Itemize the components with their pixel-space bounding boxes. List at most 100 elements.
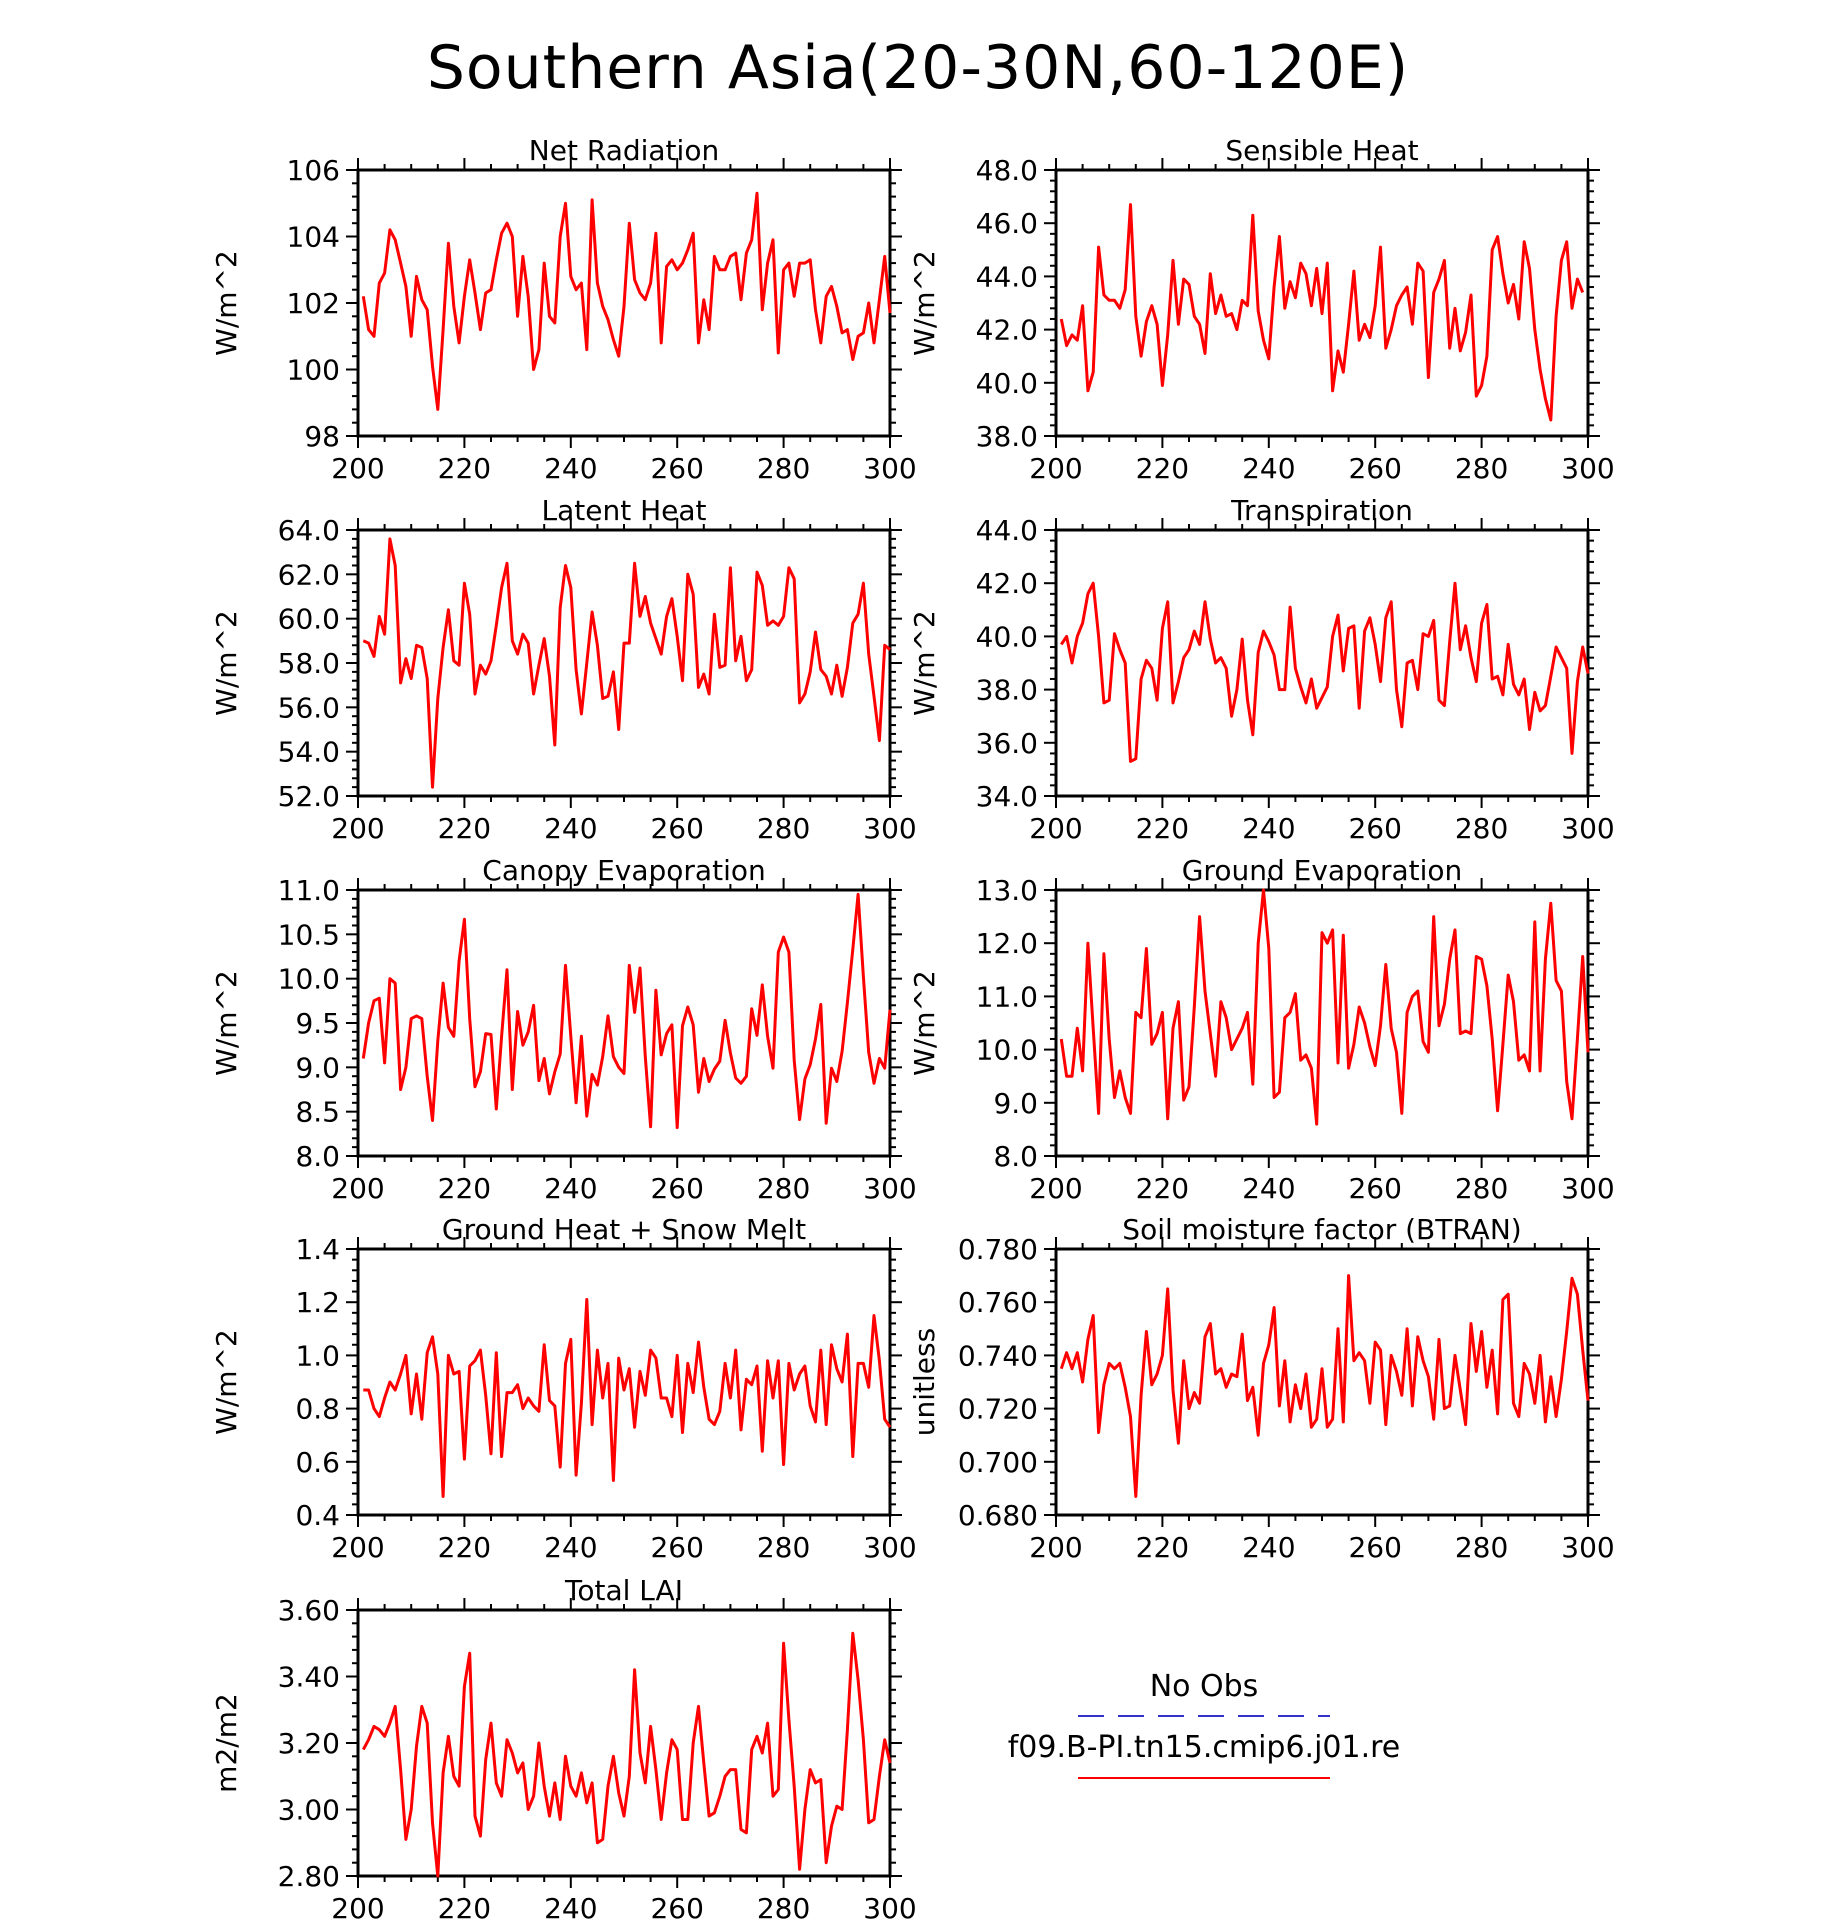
- x-tick-label: 280: [1455, 452, 1508, 485]
- y-tick-label: 10.0: [278, 963, 340, 996]
- x-tick-label: 240: [1242, 812, 1295, 845]
- y-axis-label: unitless: [908, 1328, 941, 1436]
- chart-panel: 200 220 240 260 280 300 52.0 54.0 56.0 58.0 60.0 62…: [210, 494, 917, 845]
- y-tick-label: 2.80: [278, 1860, 340, 1893]
- y-tick-label: 36.0: [976, 727, 1038, 760]
- x-tick-label: 260: [650, 812, 703, 845]
- plot-frame: [356, 1608, 892, 1878]
- y-tick-label: 34.0: [976, 780, 1038, 813]
- legend-obs-label: No Obs: [1150, 1669, 1259, 1704]
- x-tick-label: 300: [863, 452, 916, 485]
- y-tick-label: 52.0: [278, 780, 340, 813]
- y-tick-label: 58.0: [278, 647, 340, 680]
- series-line: [362, 537, 891, 789]
- plot-frame: [356, 888, 892, 1158]
- panel-title: Transpiration: [1230, 494, 1413, 527]
- legend: No Obs f09.B-PI.tn15.cmip6.j01.re: [1008, 1669, 1400, 1779]
- y-tick-label: 40.0: [976, 620, 1038, 653]
- x-tick-label: 280: [1455, 1172, 1508, 1205]
- y-tick-label: 38.0: [976, 674, 1038, 707]
- x-tick-label: 280: [757, 452, 810, 485]
- x-tick-label: 200: [331, 812, 384, 845]
- y-tick-label: 0.760: [958, 1286, 1038, 1319]
- y-tick-label: 0.700: [958, 1446, 1038, 1479]
- y-tick-label: 1.0: [295, 1339, 340, 1372]
- x-tick-label: 280: [757, 1892, 810, 1925]
- y-tick-label: 40.0: [976, 367, 1038, 400]
- x-tick-label: 200: [1029, 452, 1082, 485]
- y-tick-label: 3.60: [278, 1594, 340, 1627]
- x-tick-label: 200: [331, 1531, 384, 1564]
- x-tick-label: 200: [1029, 1172, 1082, 1205]
- x-tick-label: 240: [544, 1172, 597, 1205]
- y-tick-label: 106: [287, 154, 340, 187]
- y-tick-label: 48.0: [976, 154, 1038, 187]
- x-tick-label: 240: [544, 1892, 597, 1925]
- y-tick-label: 0.740: [958, 1339, 1038, 1372]
- x-tick-label: 280: [1455, 812, 1508, 845]
- x-tick-label: 220: [1136, 1172, 1189, 1205]
- chart-panel: 200 220 240 260 280 300 8.0 9.0 10.0 11.0 12.0 13.0…: [908, 854, 1615, 1205]
- chart-panel: 200 220 240 260 280 300 34.0 36.0 38.0 40.0 42.0 44…: [908, 494, 1615, 845]
- panel-title: Total LAI: [564, 1574, 683, 1607]
- x-tick-label: 300: [863, 812, 916, 845]
- x-tick-label: 240: [1242, 452, 1295, 485]
- y-axis-label: W/m^2: [210, 1329, 243, 1435]
- y-tick-label: 42.0: [976, 314, 1038, 347]
- x-tick-label: 260: [650, 1531, 703, 1564]
- series-line: [1059, 1274, 1590, 1498]
- x-tick-label: 240: [544, 812, 597, 845]
- panel-title: Ground Evaporation: [1182, 854, 1463, 887]
- series-line: [1059, 888, 1590, 1126]
- y-tick-label: 44.0: [976, 260, 1038, 293]
- y-tick-label: 56.0: [278, 691, 340, 724]
- y-tick-label: 44.0: [976, 514, 1038, 547]
- y-tick-label: 9.0: [295, 1051, 340, 1084]
- x-tick-label: 200: [331, 1892, 384, 1925]
- y-tick-label: 102: [287, 287, 340, 320]
- chart-panel: 200 220 240 260 280 300 0.4 0.6 0.8 1.0 1.2 1.4 Grou…: [210, 1213, 917, 1564]
- series-line: [361, 191, 892, 411]
- x-tick-label: 280: [757, 1172, 810, 1205]
- y-tick-label: 3.40: [278, 1661, 340, 1694]
- x-tick-label: 240: [544, 1531, 597, 1564]
- y-tick-label: 38.0: [976, 420, 1038, 453]
- series-line: [363, 1298, 892, 1498]
- y-tick-label: 46.0: [976, 207, 1038, 240]
- x-tick-label: 220: [438, 1892, 491, 1925]
- y-tick-label: 0.780: [958, 1233, 1038, 1266]
- x-tick-label: 300: [1561, 1172, 1614, 1205]
- x-tick-label: 220: [438, 1531, 491, 1564]
- main-title: Southern Asia(20-30N,60-120E): [427, 33, 1409, 103]
- x-tick-label: 220: [1136, 452, 1189, 485]
- y-tick-label: 10.0: [976, 1034, 1038, 1067]
- x-tick-label: 300: [863, 1892, 916, 1925]
- x-tick-label: 300: [1561, 812, 1614, 845]
- panels: 200 220 240 260 280 300 98 100 102 104 106 Net Radi…: [210, 134, 1615, 1925]
- y-tick-label: 9.5: [295, 1007, 340, 1040]
- panel-title: Net Radiation: [529, 134, 719, 167]
- chart-panel: 200 220 240 260 280 300 0.680 0.700 0.720 0.740 0.…: [908, 1213, 1615, 1564]
- x-tick-label: 260: [650, 1892, 703, 1925]
- y-tick-label: 13.0: [976, 874, 1038, 907]
- chart-panel: 200 220 240 260 280 300 98 100 102 104 106 Net Radi…: [210, 134, 917, 485]
- y-tick-label: 1.2: [295, 1286, 340, 1319]
- y-tick-label: 12.0: [976, 927, 1038, 960]
- x-tick-label: 200: [331, 452, 384, 485]
- x-tick-label: 200: [331, 1172, 384, 1205]
- y-tick-label: 42.0: [976, 567, 1038, 600]
- x-tick-label: 220: [438, 1172, 491, 1205]
- y-tick-label: 0.680: [958, 1499, 1038, 1532]
- chart-panel: 200 220 240 260 280 300 8.0 8.5 9.0 9.5 10.0 10.5 11…: [210, 854, 917, 1205]
- panel-title: Ground Heat + Snow Melt: [442, 1213, 806, 1246]
- y-axis-label: W/m^2: [210, 970, 243, 1076]
- chart-panel: 200 220 240 260 280 300 2.80 3.00 3.20 3.40 3.60 To…: [210, 1574, 917, 1925]
- x-tick-label: 240: [1242, 1531, 1295, 1564]
- y-tick-label: 62.0: [278, 558, 340, 591]
- y-tick-label: 8.0: [993, 1140, 1038, 1173]
- x-tick-label: 240: [1242, 1172, 1295, 1205]
- y-axis-label: m2/m2: [210, 1693, 243, 1793]
- y-tick-label: 11.0: [278, 874, 340, 907]
- y-tick-label: 8.0: [295, 1140, 340, 1173]
